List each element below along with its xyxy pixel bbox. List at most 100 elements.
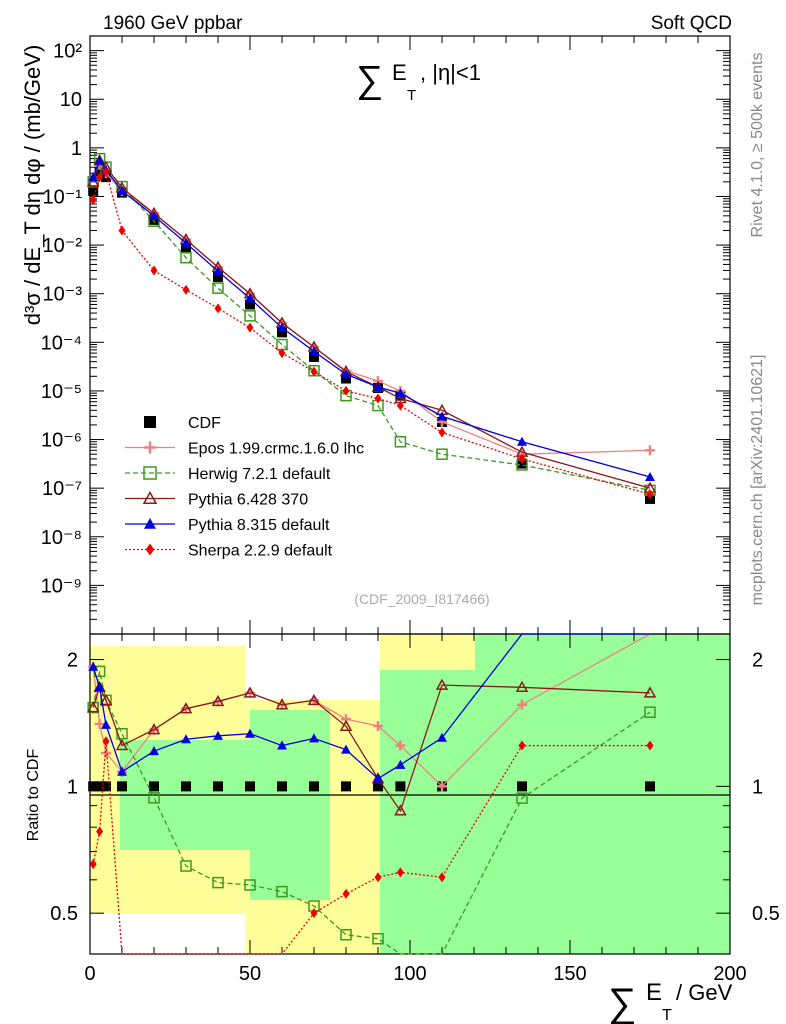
data-point: [143, 466, 157, 480]
x-tick-label: 200: [713, 963, 746, 985]
data-point: [517, 781, 527, 792]
data-point: [373, 773, 383, 783]
data-point: [96, 826, 104, 837]
data-point: [395, 388, 406, 398]
data-point: [211, 694, 225, 707]
x-tick-label: 100: [393, 963, 426, 985]
data-point: [373, 781, 383, 792]
ratio-series-pythia8: [88, 633, 650, 783]
ratio-tick-label-right: 2: [752, 650, 763, 672]
series-line: [92, 159, 651, 478]
legend-label-herwig: Herwig 7.2.1 default: [188, 466, 331, 483]
ratio-tick-label: 2: [67, 650, 78, 672]
data-point: [341, 373, 351, 384]
data-point: [213, 781, 223, 792]
ratio-line: [92, 671, 651, 955]
data-point: [342, 385, 350, 396]
data-point: [516, 792, 528, 804]
x-tick-label: 0: [84, 963, 95, 985]
data-point: [142, 490, 158, 505]
data-point: [373, 720, 383, 731]
y-tick-label: 10⁻⁸: [41, 527, 82, 549]
data-point: [309, 351, 319, 362]
xlabel-sigma: ∑: [608, 981, 637, 1024]
data-point: [181, 243, 191, 254]
ratio-tick-label: 1: [67, 776, 78, 798]
data-point: [518, 453, 526, 464]
xlabel-unit: / GeV: [676, 980, 733, 1005]
data-point: [144, 441, 156, 454]
data-point: [213, 266, 223, 276]
data-point: [117, 766, 127, 776]
data-point: [213, 272, 223, 283]
series-line: [92, 163, 651, 455]
data-point: [646, 489, 654, 500]
data-point: [214, 303, 222, 314]
data-point: [181, 781, 191, 792]
y-tick-label: 10⁻⁷: [42, 478, 82, 500]
y-tick-label: 10⁻⁵: [41, 381, 82, 403]
data-point: [180, 251, 192, 264]
data-point: [145, 543, 155, 556]
data-point: [341, 369, 351, 379]
y-tick-label: 10: [60, 89, 82, 111]
data-point: [372, 932, 384, 945]
uncertainty-bands: [90, 634, 730, 954]
data-point: [277, 327, 287, 338]
data-point: [212, 282, 224, 294]
data-point: [645, 471, 655, 481]
data-point: [277, 781, 287, 792]
y-tick-label: 10⁻¹: [43, 186, 83, 208]
data-point: [94, 719, 105, 730]
data-point: [144, 518, 156, 529]
data-point: [342, 888, 350, 899]
data-point: [148, 792, 160, 804]
axis-tick-labels: 0 50 100 150 200 10⁻⁹ 10⁻⁸ 10⁻⁷ 10⁻⁶ 10⁻…: [41, 41, 780, 985]
ratio-series-group: [86, 633, 657, 955]
title-e: E: [392, 60, 407, 85]
data-point: [435, 678, 449, 690]
main-frame: [89, 35, 731, 635]
data-point: [436, 448, 448, 460]
y-tick-label: 10⁻³: [43, 284, 83, 306]
data-point: [88, 185, 99, 196]
title-rest: , |η|<1: [420, 60, 481, 85]
ratio-line: [92, 633, 650, 780]
mcplots-label: mcplots.cern.ch [arXiv:2401.10621]: [749, 355, 766, 606]
rivet-label: Rivet 4.1.0, ≥ 500k events: [749, 53, 766, 238]
series-line: [92, 157, 651, 492]
data-point: [147, 723, 161, 735]
x-tick-label: 150: [553, 963, 586, 985]
series-pythia6: [86, 153, 657, 493]
data-point: [180, 860, 192, 872]
data-point: [275, 698, 289, 710]
data-point: [94, 682, 105, 692]
series-line: [92, 170, 651, 495]
legend-label-sherpa: Sherpa 2.2.9 default: [188, 543, 333, 560]
data-point: [245, 299, 255, 310]
series-herwig: [87, 152, 656, 497]
y-tick-label: 10⁻⁹: [41, 575, 82, 597]
data-point: [310, 908, 318, 919]
data-point: [341, 781, 351, 792]
data-point: [644, 706, 656, 718]
y-tick-label: 10⁻⁶: [41, 430, 82, 452]
ratio-ylabel: Ratio to CDF: [25, 749, 42, 842]
data-point: [89, 194, 97, 205]
data-point: [245, 293, 255, 303]
data-point: [396, 867, 404, 878]
data-point: [645, 445, 655, 456]
data-point: [373, 382, 383, 392]
y-tick-label: 10⁻²: [43, 235, 83, 257]
ratio-line: [92, 684, 651, 813]
data-point: [99, 693, 113, 706]
data-point: [212, 876, 224, 889]
data-point: [244, 879, 256, 891]
data-point: [96, 172, 104, 183]
data-point: [438, 872, 446, 883]
main-series-group: [86, 152, 657, 504]
data-point: [101, 719, 111, 729]
data-point: [86, 701, 100, 713]
data-point: [309, 733, 319, 743]
